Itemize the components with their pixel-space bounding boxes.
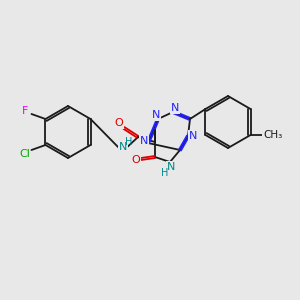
Text: H: H	[125, 137, 133, 147]
Text: N: N	[167, 162, 175, 172]
Text: N: N	[119, 142, 127, 152]
Text: Cl: Cl	[19, 149, 30, 159]
Text: H: H	[161, 168, 169, 178]
Text: N: N	[140, 136, 148, 146]
Text: O: O	[115, 118, 123, 128]
Text: N: N	[171, 103, 179, 113]
Text: O: O	[132, 155, 140, 165]
Text: F: F	[22, 106, 29, 116]
Text: N: N	[152, 110, 160, 120]
Text: N: N	[189, 131, 197, 141]
Text: CH₃: CH₃	[263, 130, 282, 140]
